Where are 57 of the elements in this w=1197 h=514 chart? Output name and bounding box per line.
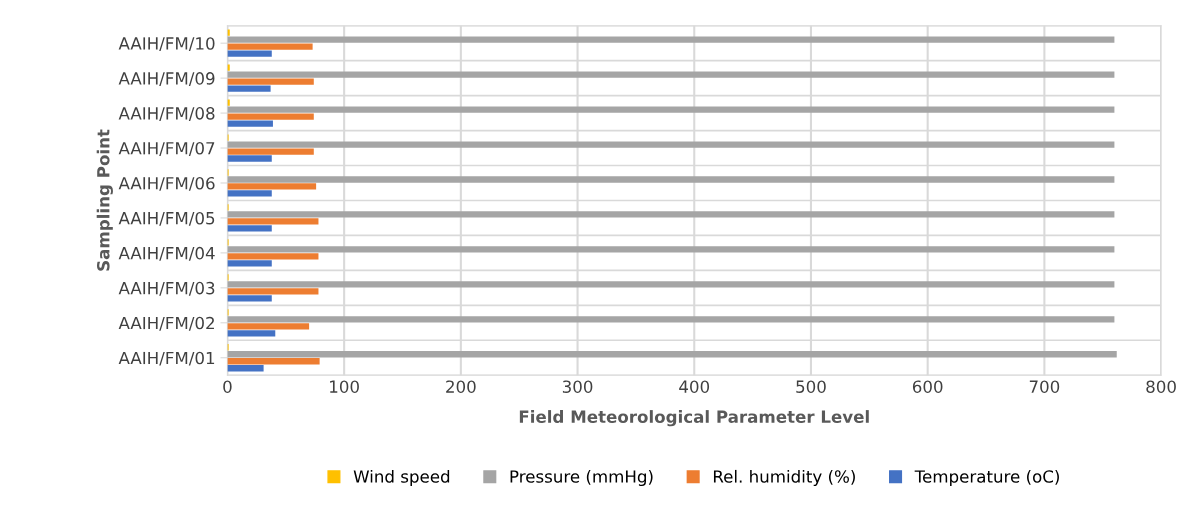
legend-label: Pressure (mmHg) bbox=[510, 469, 653, 487]
bar bbox=[227, 218, 319, 225]
y-tick-label: AAIH/FM/02 bbox=[118, 316, 214, 331]
bar bbox=[227, 106, 1115, 113]
bar bbox=[227, 71, 1115, 78]
bar bbox=[227, 288, 319, 295]
y-tick-label: AAIH/FM/10 bbox=[118, 37, 215, 52]
x-tick-label: 300 bbox=[562, 380, 593, 393]
bar bbox=[227, 64, 230, 71]
bar bbox=[227, 43, 313, 50]
y-tick-label: AAIH/FM/07 bbox=[118, 141, 215, 156]
y-tick-label: AAIH/FM/04 bbox=[118, 246, 215, 261]
bar bbox=[227, 295, 272, 302]
x-tick-label: 200 bbox=[446, 380, 476, 393]
bar bbox=[227, 183, 317, 190]
x-tick-label: 600 bbox=[912, 380, 943, 393]
bar bbox=[227, 99, 230, 106]
bar bbox=[227, 330, 276, 337]
x-tick-label: 0 bbox=[223, 380, 232, 393]
bar bbox=[227, 148, 314, 155]
bar bbox=[227, 78, 314, 85]
y-tick-label: AAIH/FM/01 bbox=[118, 351, 215, 366]
bar bbox=[227, 85, 271, 92]
y-tick-label: AAIH/FM/05 bbox=[118, 211, 215, 226]
x-tick-label: 700 bbox=[1029, 380, 1060, 393]
bar bbox=[227, 260, 272, 267]
x-tick-label: 100 bbox=[330, 380, 359, 393]
legend-label: Wind speed bbox=[353, 469, 450, 487]
bar bbox=[227, 358, 320, 365]
bar bbox=[227, 141, 1115, 148]
bar bbox=[227, 225, 272, 232]
bar bbox=[227, 50, 272, 57]
bar bbox=[227, 351, 1117, 358]
bar bbox=[227, 316, 1115, 323]
y-axis-title: Sampling Point bbox=[96, 129, 113, 271]
bar bbox=[227, 120, 273, 127]
y-tick-label: AAIH/FM/08 bbox=[118, 107, 215, 121]
bar bbox=[227, 253, 319, 260]
bar bbox=[227, 211, 1115, 218]
bar bbox=[227, 155, 272, 162]
bar bbox=[227, 176, 1115, 183]
bar bbox=[227, 246, 1115, 253]
bar bbox=[227, 190, 272, 197]
y-tick-label: AAIH/FM/06 bbox=[118, 176, 215, 191]
y-tick-label: AAIH/FM/09 bbox=[118, 72, 215, 87]
legend-label: Temperature (oC) bbox=[914, 469, 1059, 487]
bar bbox=[227, 365, 264, 372]
x-tick-label: 400 bbox=[679, 380, 710, 393]
x-axis-title: Field Meteorological Parameter Level bbox=[519, 410, 869, 427]
x-tick-label: 500 bbox=[796, 380, 826, 393]
x-tick-label: 800 bbox=[1146, 380, 1176, 393]
bar bbox=[227, 36, 1115, 43]
y-tick-label: AAIH/FM/03 bbox=[118, 281, 215, 296]
bar bbox=[227, 113, 314, 120]
bar bbox=[227, 281, 1115, 288]
legend-label: Rel. humidity (%) bbox=[713, 469, 855, 487]
bar bbox=[227, 323, 310, 330]
